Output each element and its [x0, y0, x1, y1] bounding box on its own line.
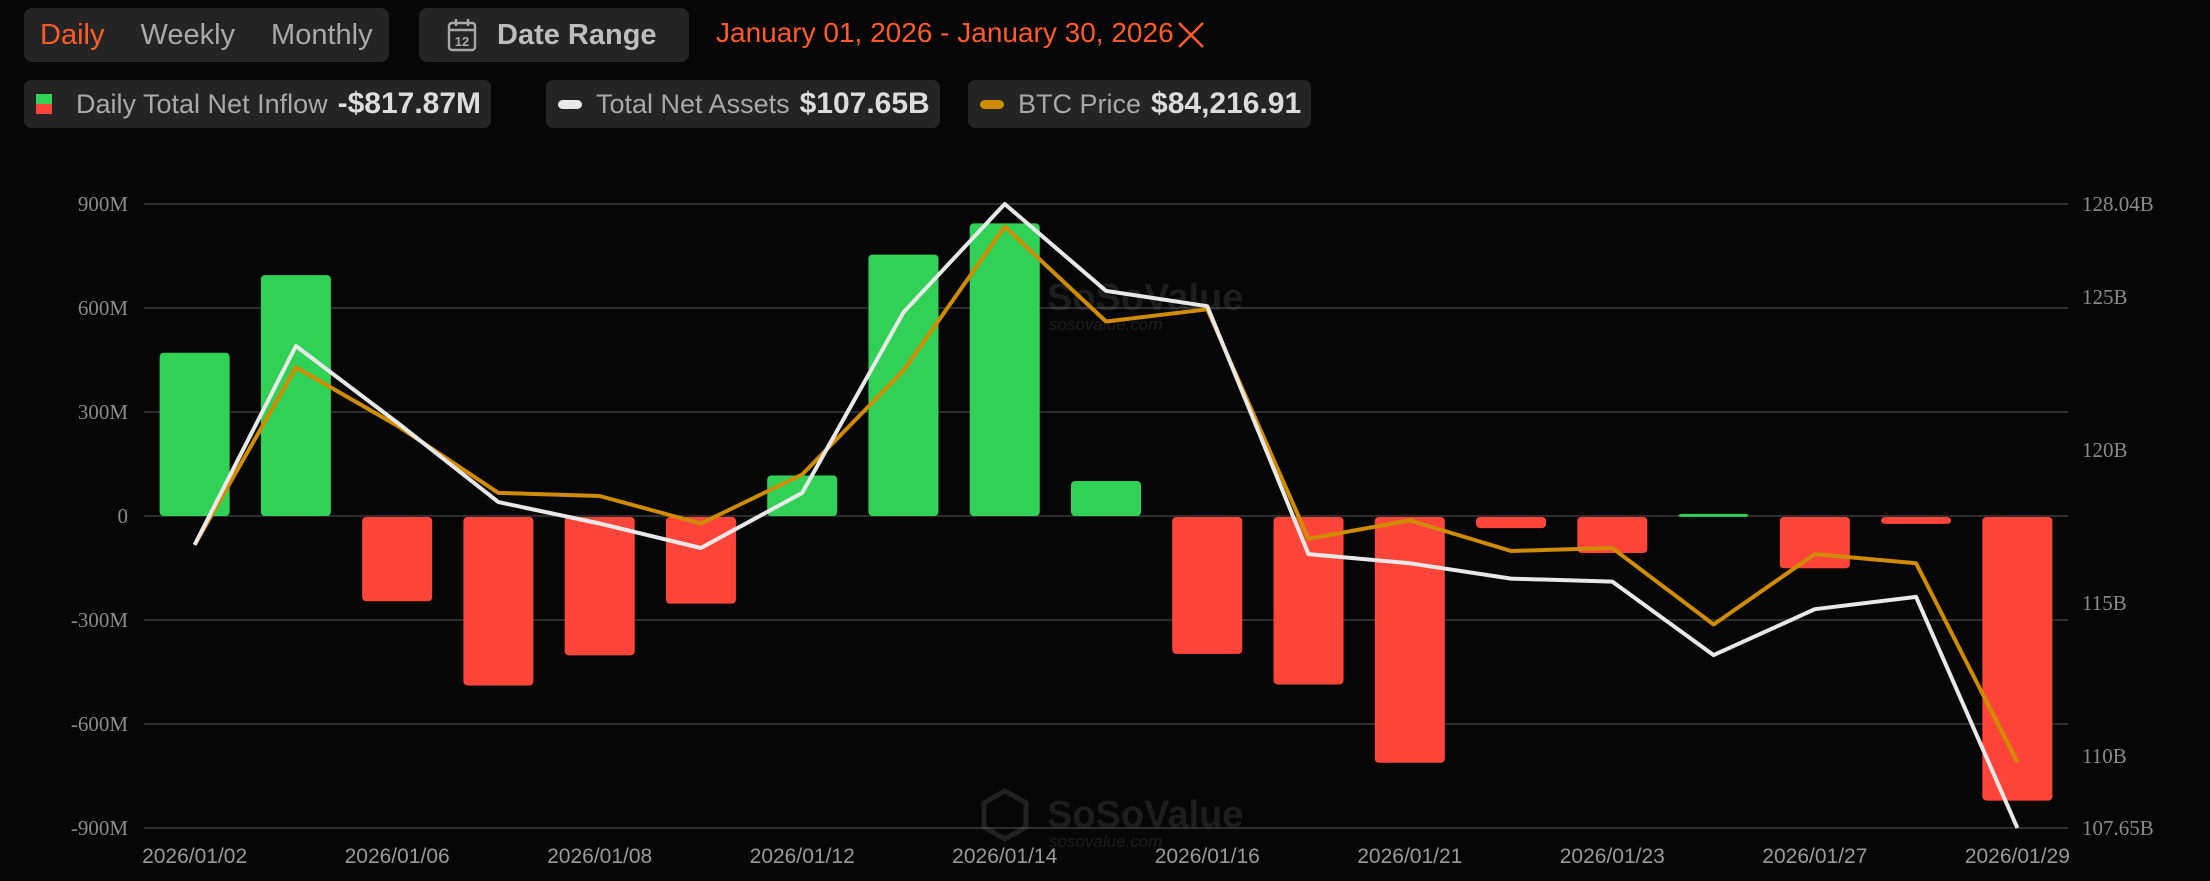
left-axis-tick: 900M	[78, 192, 129, 216]
date-range-label: Date Range	[497, 18, 657, 51]
x-axis-tick: 2026/01/12	[750, 845, 855, 868]
line-swatch-icon	[980, 99, 1004, 109]
x-axis: 2026/01/02 2026/01/06 2026/01/08 2026/01/12…	[142, 845, 2070, 868]
left-axis-tick: 0	[118, 504, 129, 528]
x-axis-tick: 2026/01/14	[952, 845, 1057, 868]
left-axis-tick: 300M	[78, 400, 129, 424]
inflow-bar[interactable]	[767, 475, 838, 516]
left-axis-tick: -300M	[71, 608, 128, 632]
inflow-bar[interactable]	[362, 517, 433, 602]
btc-price-line[interactable]	[192, 224, 2020, 764]
inflow-bar[interactable]	[1273, 517, 1344, 685]
tab-monthly[interactable]: Monthly	[271, 18, 373, 51]
inflow-bars[interactable]	[159, 223, 2053, 801]
svg-text:sosovalue.com: sosovalue.com	[1049, 832, 1162, 851]
x-axis-tick: 2026/01/23	[1560, 845, 1665, 868]
net-assets-line[interactable]	[192, 202, 2020, 829]
legend-inflow[interactable]: Daily Total Net Inflow -$817.87M	[24, 80, 492, 128]
period-segmented-control: Daily Weekly Monthly	[24, 8, 389, 62]
inflow-bar[interactable]	[1476, 517, 1547, 529]
inflow-bar[interactable]	[463, 517, 534, 686]
period-selector: Daily Weekly Monthly	[24, 8, 389, 62]
legend-btc[interactable]: BTC Price $84,216.91	[968, 80, 1312, 128]
right-axis-tick: 115B	[2082, 591, 2127, 615]
x-axis-tick: 2026/01/06	[345, 845, 450, 868]
inflow-bar[interactable]	[1577, 517, 1648, 554]
x-axis-tick: 2026/01/08	[547, 845, 652, 868]
calendar-icon: 12	[447, 19, 477, 52]
svg-text:12: 12	[455, 34, 469, 49]
bar-swatch-icon	[36, 94, 52, 114]
right-axis-tick: 110B	[2082, 744, 2127, 768]
right-axis: 128.04B 125B 120B 115B 110B 107.65B	[2082, 192, 2154, 840]
inflow-bar[interactable]	[969, 223, 1040, 516]
date-range-button[interactable]: 12 Date Range	[419, 8, 689, 62]
inflow-bar[interactable]	[159, 352, 230, 516]
inflow-bar[interactable]	[1172, 517, 1243, 654]
x-axis-tick: 2026/01/27	[1762, 845, 1867, 868]
left-axis: 900M 600M 300M 0 -300M -600M -900M	[71, 192, 128, 840]
legend-inflow-label: Daily Total Net Inflow	[76, 88, 328, 119]
selected-date-range: January 01, 2026 - January 30, 2026	[716, 17, 1174, 48]
right-axis-tick: 125B	[2082, 285, 2128, 309]
right-axis-tick: 128.04B	[2082, 192, 2154, 216]
left-axis-tick: -900M	[71, 816, 128, 840]
legend-btc-value: $84,216.91	[1151, 87, 1302, 120]
left-axis-tick: -600M	[71, 712, 128, 736]
series-lines[interactable]	[192, 202, 2020, 829]
tab-weekly[interactable]: Weekly	[140, 18, 236, 51]
inflow-bar[interactable]	[564, 517, 635, 656]
x-axis-tick: 2026/01/02	[142, 845, 247, 868]
legend-inflow-value: -$817.87M	[337, 87, 482, 120]
legend-assets-label: Total Net Assets	[596, 88, 790, 119]
inflow-bar[interactable]	[1779, 517, 1850, 569]
legend-assets[interactable]: Total Net Assets $107.65B	[546, 80, 940, 128]
inflow-bar[interactable]	[1071, 480, 1141, 516]
inflow-bar[interactable]	[1881, 517, 1952, 524]
inflow-bar[interactable]	[1374, 517, 1445, 763]
line-swatch-icon	[558, 99, 582, 109]
x-axis-tick: 2026/01/16	[1155, 845, 1260, 868]
close-icon[interactable]	[1176, 20, 1206, 50]
inflow-bar[interactable]	[665, 517, 736, 604]
legend-assets-value: $107.65B	[799, 87, 930, 120]
x-axis-tick: 2026/01/21	[1357, 845, 1462, 868]
svg-text:SoSoValue: SoSoValue	[1047, 794, 1243, 836]
x-axis-tick: 2026/01/29	[1965, 845, 2070, 868]
inflow-bar[interactable]	[1678, 513, 1749, 517]
legend-btc-label: BTC Price	[1018, 88, 1142, 119]
inflow-bar[interactable]	[868, 254, 939, 516]
tab-daily[interactable]: Daily	[40, 18, 105, 51]
left-axis-tick: 600M	[78, 296, 129, 320]
right-axis-tick: 120B	[2082, 438, 2128, 462]
inflow-bar[interactable]	[260, 275, 331, 516]
right-axis-tick: 107.65B	[2082, 816, 2154, 840]
sosovalue-logo-icon	[981, 788, 1029, 842]
